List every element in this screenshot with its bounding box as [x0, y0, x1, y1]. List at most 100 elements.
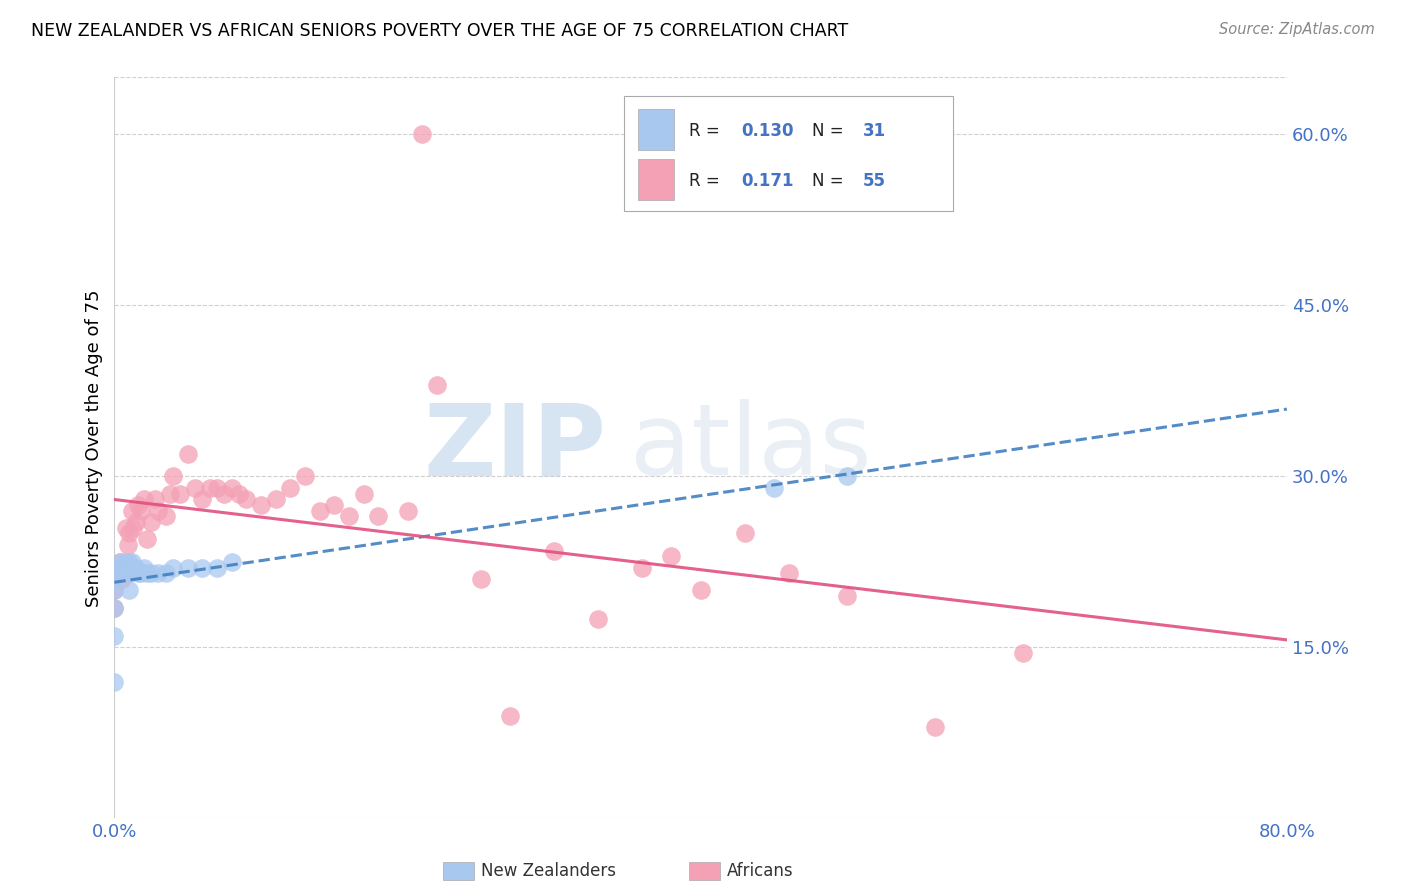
Point — [103, 572, 125, 586]
Point — [118, 555, 141, 569]
Point — [117, 538, 139, 552]
Point — [924, 720, 946, 734]
Point — [426, 378, 449, 392]
Text: Africans: Africans — [727, 862, 793, 880]
Point — [631, 560, 654, 574]
Point — [734, 526, 756, 541]
Point — [278, 481, 301, 495]
Text: Source: ZipAtlas.com: Source: ZipAtlas.com — [1219, 22, 1375, 37]
Point — [250, 498, 273, 512]
Point — [125, 515, 148, 529]
Bar — [638, 110, 673, 150]
Text: ZIP: ZIP — [425, 400, 607, 497]
Point — [118, 566, 141, 581]
Point — [353, 486, 375, 500]
Point — [470, 572, 492, 586]
Point — [110, 555, 132, 569]
Point — [214, 486, 236, 500]
Point — [198, 481, 221, 495]
Point — [103, 600, 125, 615]
Point — [155, 566, 177, 581]
Point — [159, 486, 181, 500]
Point — [127, 566, 149, 581]
Point — [778, 566, 800, 581]
Point — [176, 447, 198, 461]
Point — [191, 492, 214, 507]
Text: New Zealanders: New Zealanders — [481, 862, 616, 880]
Point — [1012, 646, 1035, 660]
Point — [235, 492, 257, 507]
Point — [586, 612, 609, 626]
Point — [176, 560, 198, 574]
Point — [264, 492, 287, 507]
Text: R =: R = — [689, 122, 725, 140]
Point — [205, 481, 228, 495]
Text: 31: 31 — [862, 122, 886, 140]
Point — [148, 503, 170, 517]
Point — [110, 555, 132, 569]
Point — [118, 526, 141, 541]
Point — [184, 481, 207, 495]
Point — [659, 549, 682, 564]
Point — [122, 560, 145, 574]
Point — [129, 503, 152, 517]
Text: 0.171: 0.171 — [741, 172, 794, 190]
Y-axis label: Seniors Poverty Over the Age of 75: Seniors Poverty Over the Age of 75 — [86, 289, 103, 607]
Point — [543, 543, 565, 558]
Point — [221, 555, 243, 569]
Point — [103, 600, 125, 615]
Point — [139, 566, 162, 581]
Point — [169, 486, 191, 500]
Point — [103, 583, 125, 598]
Text: N =: N = — [813, 172, 849, 190]
Point — [162, 560, 184, 574]
Point — [162, 469, 184, 483]
Point — [117, 560, 139, 574]
Point — [103, 629, 125, 643]
Point — [499, 709, 522, 723]
Bar — [638, 159, 673, 200]
Point — [323, 498, 346, 512]
Point — [145, 492, 167, 507]
Point — [294, 469, 316, 483]
Point — [135, 532, 157, 546]
Point — [127, 498, 149, 512]
Point — [191, 560, 214, 574]
Point — [308, 503, 330, 517]
Point — [103, 566, 125, 581]
Point — [135, 566, 157, 581]
Point — [367, 509, 389, 524]
Point — [103, 583, 125, 598]
Point — [396, 503, 419, 517]
Point — [155, 509, 177, 524]
Text: 55: 55 — [862, 172, 886, 190]
Point — [139, 515, 162, 529]
Point — [228, 486, 250, 500]
Point — [762, 481, 785, 495]
Point — [122, 521, 145, 535]
Point — [111, 560, 134, 574]
Point — [121, 555, 143, 569]
Point — [337, 509, 360, 524]
Point — [103, 674, 125, 689]
Point — [115, 521, 138, 535]
Text: atlas: atlas — [630, 400, 872, 497]
Point — [115, 555, 138, 569]
FancyBboxPatch shape — [624, 96, 953, 211]
Text: 0.130: 0.130 — [741, 122, 794, 140]
Point — [111, 566, 134, 581]
Point — [132, 492, 155, 507]
Point — [121, 503, 143, 517]
Point — [118, 583, 141, 598]
Point — [132, 560, 155, 574]
Point — [103, 560, 125, 574]
Point — [837, 589, 859, 603]
Point — [111, 572, 134, 586]
Point — [148, 566, 170, 581]
Point — [221, 481, 243, 495]
Point — [205, 560, 228, 574]
Point — [411, 128, 433, 142]
Text: R =: R = — [689, 172, 725, 190]
Point — [129, 566, 152, 581]
Point — [125, 560, 148, 574]
